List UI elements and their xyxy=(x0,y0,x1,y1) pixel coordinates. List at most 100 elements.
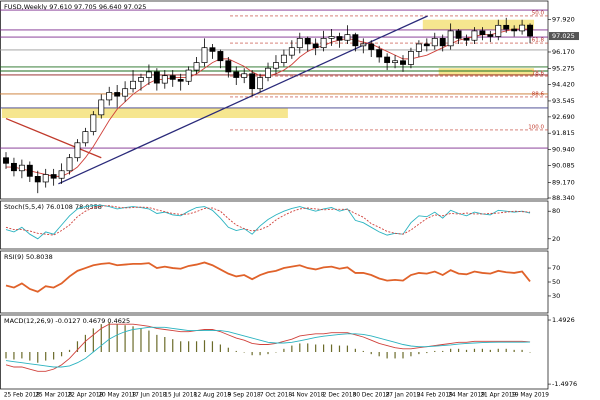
y-tick-label: 90.085 xyxy=(552,161,575,169)
candle-body xyxy=(138,77,144,82)
x-tick-label: 24 Feb 2019 xyxy=(417,393,453,399)
candle-body xyxy=(392,60,399,63)
candle-body xyxy=(511,28,518,32)
histogram-bar xyxy=(362,350,364,352)
candle-body xyxy=(336,36,343,41)
y-tick-label: 70 xyxy=(552,264,560,272)
candle-body xyxy=(439,38,446,47)
x-tick-label: 12 Aug 2018 xyxy=(194,393,231,399)
histogram-bar xyxy=(29,352,31,361)
candle-body xyxy=(360,43,367,47)
histogram-bar xyxy=(529,352,531,353)
candle-body xyxy=(273,62,279,69)
histogram-bar xyxy=(323,344,325,352)
histogram-bar xyxy=(235,350,237,352)
histogram-bar xyxy=(386,352,388,359)
histogram-bar xyxy=(195,341,198,352)
x-tick-label: 15 Jul 2018 xyxy=(164,393,197,399)
y-tick-label: 80 xyxy=(552,207,560,215)
candle-body xyxy=(455,30,462,39)
candle-body xyxy=(312,43,319,49)
candle-body xyxy=(3,157,9,164)
histogram-bar xyxy=(227,347,229,352)
histogram-bar xyxy=(450,348,452,352)
candle-body xyxy=(58,170,65,179)
histogram-bar xyxy=(219,344,221,352)
x-tick-label: 21 Apr 2019 xyxy=(480,393,516,399)
x-tick-label: 27 Jan 2019 xyxy=(386,393,421,399)
candle-body xyxy=(407,51,414,65)
candle-body xyxy=(185,69,192,82)
fib-label: 88.6 xyxy=(532,91,545,97)
histogram-bar xyxy=(45,352,47,361)
y-tick-label: 91.815 xyxy=(552,129,575,137)
indicator-line xyxy=(5,323,531,372)
candle-body xyxy=(18,164,25,172)
candle-body xyxy=(257,77,264,90)
x-tick-label: 19 May 2019 xyxy=(511,393,549,399)
panel-border xyxy=(0,200,549,250)
candle-body xyxy=(503,24,510,30)
histogram-bar xyxy=(434,350,436,352)
candle-body xyxy=(423,43,430,47)
histogram-bar xyxy=(100,324,102,352)
histogram-bar xyxy=(299,343,301,352)
current-price: 97.025 xyxy=(552,32,575,40)
histogram-bar xyxy=(68,349,71,352)
histogram-bar xyxy=(338,345,341,352)
candle-body xyxy=(106,92,113,101)
candle-body xyxy=(495,24,502,37)
candle-body xyxy=(114,92,121,97)
y-tick-label: -1.4976 xyxy=(552,380,577,388)
candle-body xyxy=(384,56,391,63)
histogram-bar xyxy=(243,352,245,353)
y-tick-label: 89.170 xyxy=(552,179,575,187)
histogram-bar xyxy=(60,352,63,357)
histogram-bar xyxy=(148,330,150,352)
candle-body xyxy=(352,34,359,47)
y-tick-label: 94.420 xyxy=(552,81,575,89)
candle-body xyxy=(280,54,287,63)
candle-body xyxy=(122,88,129,97)
candle-body xyxy=(10,162,17,172)
candle-body xyxy=(320,38,327,49)
indicator-label: MACD(12,26,9) -0.0127 0.4679 0.4625 xyxy=(4,317,130,325)
histogram-bar xyxy=(275,352,277,353)
histogram-bar xyxy=(211,341,214,352)
y-tick-label: 50 xyxy=(552,278,560,286)
candle-body xyxy=(304,38,311,45)
candle-body xyxy=(344,34,351,41)
x-tick-label: 22 Apr 2018 xyxy=(67,393,103,399)
candle-body xyxy=(487,34,494,37)
y-tick-label: 96.170 xyxy=(552,48,575,56)
histogram-bar xyxy=(410,352,412,357)
histogram-bar xyxy=(92,328,94,352)
candle-body xyxy=(193,62,200,71)
candle-body xyxy=(376,49,383,58)
histogram-bar xyxy=(116,324,118,352)
y-tick-label: 93.545 xyxy=(552,97,575,105)
histogram-bar xyxy=(259,352,261,356)
zone xyxy=(438,68,535,76)
candle-body xyxy=(42,174,49,183)
zone xyxy=(2,107,288,118)
histogram-bar xyxy=(132,326,134,352)
y-tick-label: 97.920 xyxy=(552,15,575,23)
candle-body xyxy=(241,73,248,78)
candle-body xyxy=(90,114,97,132)
candle-body xyxy=(26,164,33,177)
histogram-bar xyxy=(21,352,23,359)
candle-body xyxy=(431,38,438,47)
indicator-line xyxy=(5,261,531,293)
x-tick-label: 9 Sep 2018 xyxy=(228,393,261,399)
y-tick-label: 20 xyxy=(552,235,560,243)
candle-body xyxy=(225,60,232,73)
candle-body xyxy=(82,131,89,144)
candle-body xyxy=(177,79,184,82)
histogram-bar xyxy=(283,348,285,352)
candle-body xyxy=(527,24,533,37)
histogram-bar xyxy=(76,341,79,352)
histogram-bar xyxy=(346,345,349,352)
candle-body xyxy=(233,71,240,78)
